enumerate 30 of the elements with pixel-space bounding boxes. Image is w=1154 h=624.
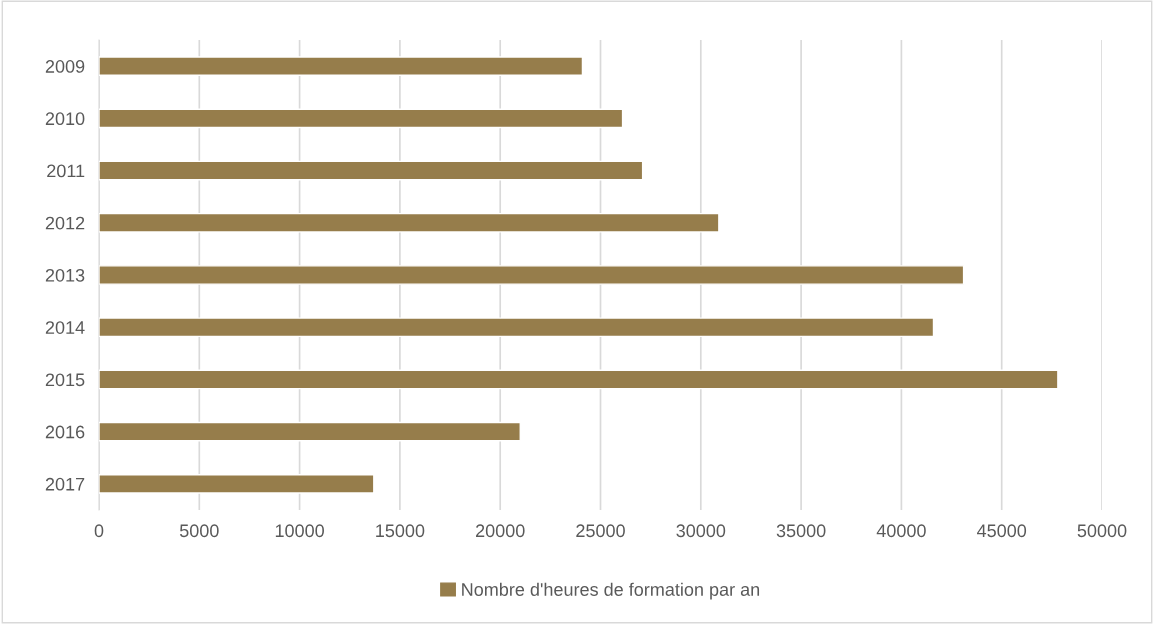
y-tick-label: 2016	[45, 425, 85, 439]
x-tick-label: 25000	[576, 524, 625, 538]
y-tick-label: 2010	[45, 112, 85, 126]
y-tick-label: 2012	[45, 216, 85, 230]
bar	[99, 369, 1059, 390]
x-tick-label: 20000	[476, 524, 525, 538]
y-tick-label: 2017	[45, 477, 85, 491]
bar	[99, 56, 584, 76]
y-tick-label: 2015	[45, 373, 85, 387]
y-tick-label: 2013	[45, 268, 85, 282]
x-tick-label: 0	[94, 524, 104, 538]
x-tick-label: 50000	[1077, 524, 1127, 538]
x-tick-label: 45000	[977, 524, 1027, 538]
y-tick-label: 2014	[45, 321, 85, 334]
x-tick-label: 30000	[676, 524, 726, 538]
bar	[99, 421, 521, 442]
x-tick-label: 5000	[179, 524, 219, 538]
x-tick-label: 10000	[275, 524, 324, 538]
bar	[99, 317, 935, 338]
y-tick-label: 2011	[47, 164, 85, 178]
x-tick-label: 15000	[376, 524, 425, 538]
x-tick-label: 40000	[876, 524, 926, 538]
bar	[99, 212, 720, 233]
y-tick-label: 2009	[45, 60, 85, 73]
x-tick-label: 35000	[776, 524, 826, 538]
legend-label: Nombre d'heures de formation par an	[462, 582, 760, 600]
bar	[99, 108, 624, 129]
bar	[99, 265, 965, 285]
bar	[99, 474, 375, 494]
bar	[99, 160, 644, 181]
